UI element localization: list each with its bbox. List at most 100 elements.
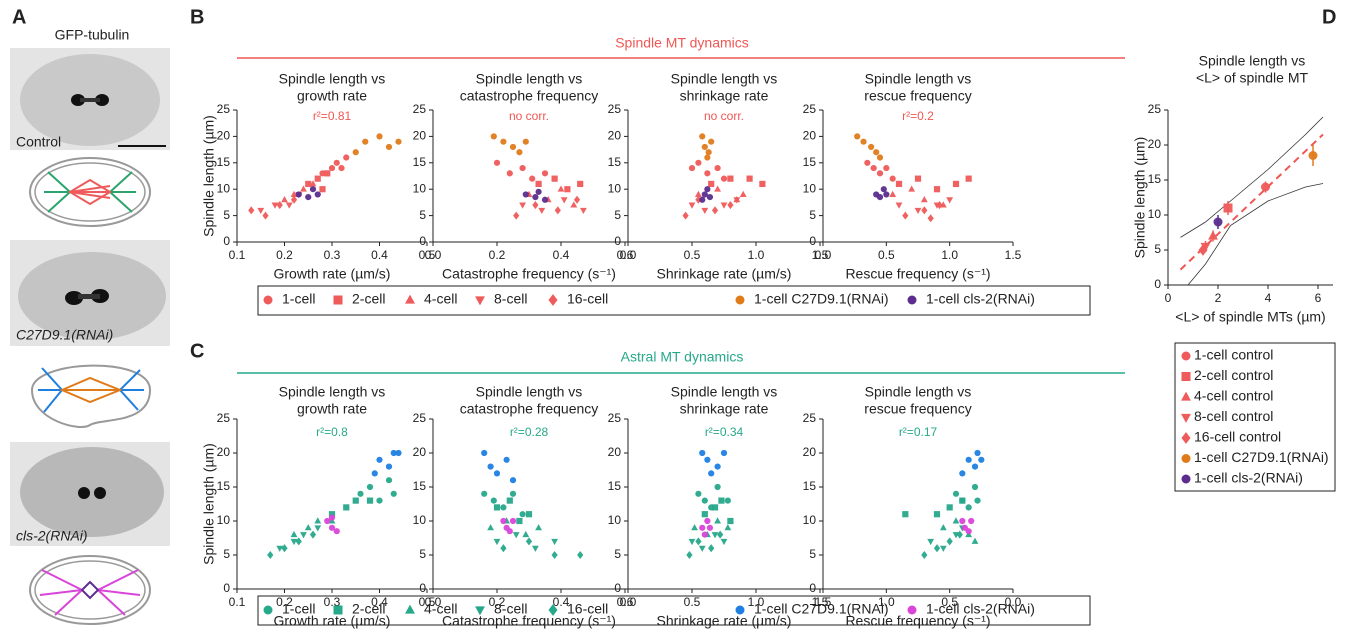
data-point (946, 197, 954, 204)
data-point (271, 202, 279, 209)
data-point (328, 514, 336, 521)
x-tick-label: 6 (1315, 291, 1322, 305)
data-point (701, 143, 708, 151)
chart-title: growth rate (297, 88, 367, 104)
legend-label: 2-cell (352, 291, 385, 307)
x-tick-label: 0.4 (553, 248, 570, 262)
legend-label: 8-cell (494, 291, 527, 307)
x-tick-label: 1.0 (941, 248, 958, 262)
data-point (551, 175, 558, 182)
x-tick-label: 0.0 (620, 248, 637, 262)
legend-marker (1181, 432, 1191, 444)
y-tick-label: 15 (1148, 172, 1162, 186)
data-point (1223, 203, 1233, 213)
data-point (939, 524, 947, 531)
data-point (880, 186, 887, 193)
data-point (688, 164, 696, 172)
legend-marker (405, 294, 415, 304)
data-point (965, 175, 972, 182)
data-point (959, 517, 966, 525)
x-tick-label: 1.0 (878, 595, 895, 609)
legend-label: 2-cell (352, 601, 385, 617)
data-point (493, 470, 501, 477)
data-point (333, 528, 340, 535)
legend-label: 4-cell control (1194, 388, 1273, 404)
data-point (717, 530, 724, 539)
y-tick-label: 25 (217, 411, 231, 425)
panel-label: A (12, 6, 26, 28)
panel-label: D (1322, 6, 1336, 28)
x-tick-label: 0.0 (620, 595, 637, 609)
x-tick-label: 0.2 (489, 248, 506, 262)
data-point (376, 456, 383, 463)
y-tick-label: 0 (809, 234, 816, 248)
data-point (708, 138, 715, 145)
data-point (854, 133, 861, 140)
data-point (314, 525, 322, 532)
y-tick-label: 5 (614, 208, 621, 222)
y-axis-label: Spindle length (µm) (201, 443, 217, 565)
data-point (385, 463, 393, 470)
data-point (868, 143, 875, 151)
y-tick-label: 10 (1148, 207, 1162, 221)
data-point (509, 517, 517, 525)
data-point (395, 138, 402, 145)
data-point (759, 180, 766, 188)
data-point (295, 191, 302, 198)
data-point (285, 202, 293, 209)
legend-marker (1181, 372, 1191, 381)
legend-label: 1-cell cls-2(RNAi) (926, 291, 1035, 307)
y-tick-label: 0 (614, 581, 621, 595)
legend-box (257, 285, 1091, 316)
data-point (746, 175, 753, 182)
legend-label: 16-cell (567, 601, 608, 617)
chart-title: rescue frequency (864, 88, 971, 104)
data-point (701, 531, 708, 538)
legend-marker (475, 296, 485, 306)
data-point (870, 164, 877, 172)
y-tick-label: 0 (809, 581, 816, 595)
data-point (525, 537, 533, 546)
data-point (959, 470, 966, 477)
data-point (248, 206, 255, 215)
data-point (305, 180, 312, 188)
data-point (560, 197, 568, 204)
y-tick-label: 5 (614, 547, 621, 561)
data-point (883, 164, 890, 172)
fit-line (1179, 133, 1324, 271)
confidence-band (1180, 116, 1324, 238)
data-point (946, 537, 953, 546)
data-point (704, 517, 711, 525)
data-point (522, 191, 529, 198)
data-point (876, 194, 884, 201)
data-point (333, 159, 340, 166)
data-point (720, 449, 728, 457)
legend-marker (263, 605, 273, 615)
data-point (570, 201, 578, 208)
data-point (698, 545, 706, 552)
data-point (500, 517, 507, 525)
data-point (921, 550, 928, 560)
data-point (490, 133, 497, 140)
data-point (718, 497, 725, 504)
legend-label: 16-cell control (1194, 429, 1281, 445)
data-point (956, 530, 963, 539)
data-point (946, 504, 953, 511)
x-tick-label: 0.4 (553, 595, 570, 609)
legend-label: 4-cell (424, 601, 457, 617)
data-point (314, 175, 321, 182)
x-tick-label: 0.0 (1005, 595, 1022, 609)
x-axis-label: Growth rate (µm/s) (274, 266, 391, 282)
data-point (257, 207, 265, 215)
data-point (933, 544, 941, 553)
y-tick-label: 10 (217, 181, 231, 195)
data-point (535, 180, 542, 188)
data-point (699, 133, 706, 140)
legend-marker (333, 295, 343, 305)
image-caption: cls-2(RNAi) (16, 528, 88, 544)
data-point (727, 201, 734, 210)
data-point (895, 180, 903, 188)
data-point (711, 532, 719, 539)
data-point (711, 206, 719, 215)
data-point (971, 537, 979, 544)
